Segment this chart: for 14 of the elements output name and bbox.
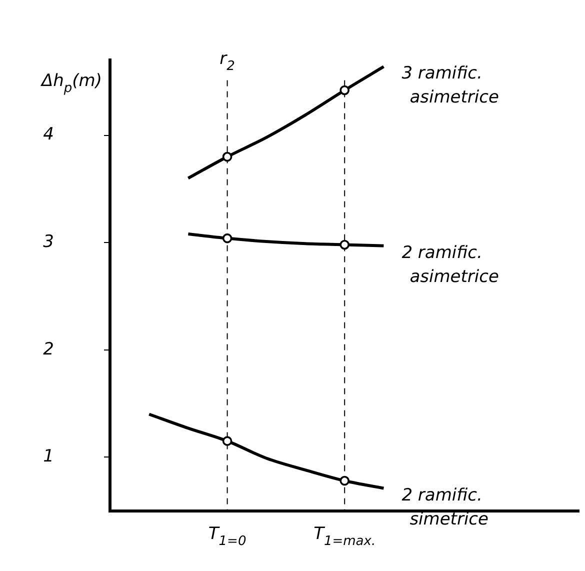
point: [340, 85, 350, 96]
y-tick-label: 2: [43, 339, 54, 360]
line-series: [148, 412, 386, 490]
series-label: 3 ramific. asimetrice: [402, 64, 499, 108]
point: [222, 233, 232, 244]
point: [340, 240, 350, 250]
series-label: 2 ramific. simetrice: [402, 485, 488, 530]
y-tick-label: 3: [43, 232, 54, 252]
point: [222, 152, 232, 162]
y-tick-label: 1: [43, 446, 54, 467]
point: [222, 436, 232, 446]
series-label: 2 ramific. asimetrice: [402, 242, 499, 287]
point: [340, 476, 350, 486]
y-tick-label: 4: [43, 124, 54, 145]
